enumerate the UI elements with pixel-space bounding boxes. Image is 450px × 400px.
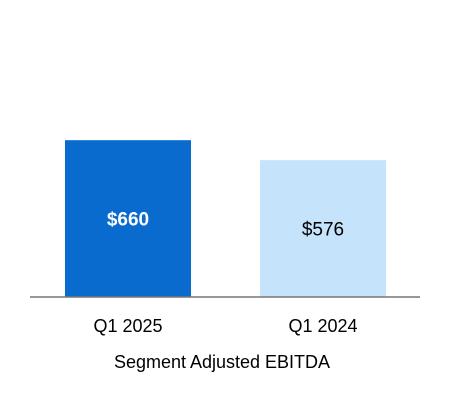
x-axis-label: Segment Adjusted EBITDA — [114, 352, 330, 372]
category-label-q1-2025: Q1 2025 — [93, 316, 162, 336]
bar-q1-2025 — [65, 140, 191, 297]
value-label-q1-2024: $576 — [302, 220, 344, 241]
category-labels: Q1 2025 Q1 2024 — [93, 316, 357, 336]
bar-q1-2024 — [260, 160, 386, 297]
value-label-q1-2025: $660 — [107, 210, 149, 231]
bars: $660 $576 — [65, 140, 386, 297]
category-label-q1-2024: Q1 2024 — [288, 316, 357, 336]
